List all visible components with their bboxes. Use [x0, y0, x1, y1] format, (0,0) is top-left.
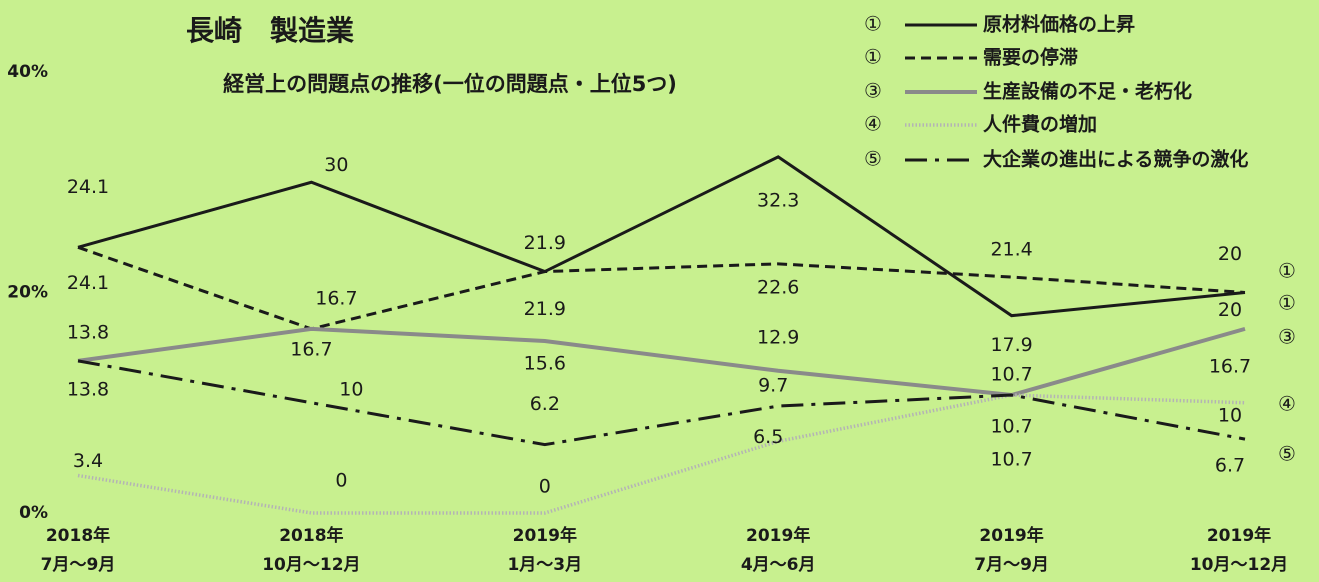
- data-label: 3.4: [73, 450, 103, 472]
- series-end-marker: ④: [1278, 392, 1296, 416]
- series-end-marker: ③: [1278, 325, 1296, 349]
- data-label: 30: [324, 154, 348, 176]
- data-label: 20: [1218, 299, 1242, 321]
- data-label: 16.7: [315, 287, 357, 309]
- x-tick-label: 2019年 7月～9月: [974, 526, 1049, 575]
- x-tick-label: 2019年 10月～12月: [1189, 526, 1289, 575]
- legend-label: 大企業の進出による競争の激化: [983, 148, 1248, 171]
- data-label: 16.7: [1209, 355, 1251, 377]
- data-label: 6.2: [530, 393, 560, 415]
- data-label: 21.4: [990, 239, 1032, 261]
- y-tick-label: 40%: [7, 62, 48, 82]
- legend-marker: ③: [864, 79, 882, 103]
- legend-label: 生産設備の不足・老朽化: [983, 80, 1192, 103]
- data-label: 10.7: [990, 364, 1032, 386]
- x-tick-label: 2019年 4月～6月: [740, 526, 816, 575]
- data-label: 32.3: [757, 189, 799, 211]
- chart-subtitle: 経営上の問題点の推移(一位の問題点・上位5つ): [223, 72, 677, 96]
- data-label: 9.7: [758, 375, 788, 397]
- data-label: 13.8: [67, 378, 109, 400]
- data-label: 24.1: [67, 272, 109, 294]
- data-label: 16.7: [290, 338, 332, 360]
- chart-title: 長崎 製造業: [186, 14, 354, 47]
- line-series: [77, 245, 1246, 331]
- line-series: [77, 326, 1246, 398]
- y-tick-label: 20%: [7, 283, 48, 303]
- data-label: 6.7: [1215, 455, 1245, 477]
- data-label: 24.1: [67, 176, 109, 198]
- x-tick-label: 2018年 10月～12月: [262, 526, 361, 575]
- data-label: 10.7: [990, 416, 1032, 438]
- series-end-marker: ①: [1278, 259, 1296, 283]
- line-series: [77, 155, 1246, 318]
- legend-marker: ①: [864, 12, 882, 36]
- legend-label: 原材料価格の上昇: [983, 13, 1135, 36]
- data-label: 0: [335, 470, 347, 492]
- data-label: 10.7: [990, 449, 1032, 471]
- line-series: [77, 393, 1246, 515]
- data-label: 17.9: [990, 334, 1032, 356]
- legend-marker: ④: [864, 112, 882, 136]
- data-label: 21.9: [524, 298, 566, 320]
- data-label: 20: [1218, 243, 1242, 265]
- x-tick-label: 2018年 7月～9月: [40, 526, 116, 575]
- legend-label: 需要の停滞: [983, 46, 1078, 69]
- data-label: 6.5: [753, 426, 783, 448]
- series-end-marker: ①: [1278, 291, 1296, 315]
- series-end-marker: ⑤: [1278, 442, 1296, 466]
- data-label: 12.9: [757, 326, 799, 348]
- data-label: 21.9: [524, 232, 566, 254]
- data-label: 13.8: [67, 321, 109, 343]
- legend-marker: ⑤: [864, 147, 882, 171]
- line-series: [77, 359, 1246, 447]
- data-label: 15.6: [524, 353, 566, 375]
- data-label: 22.6: [757, 276, 799, 298]
- data-label: 10: [339, 378, 363, 400]
- x-tick-label: 2019年 1月～3月: [507, 526, 583, 575]
- y-tick-label: 0%: [19, 503, 48, 523]
- legend-label: 人件費の増加: [983, 113, 1097, 136]
- data-label: 0: [539, 476, 551, 498]
- legend-marker: ①: [864, 45, 882, 69]
- data-label: 10: [1218, 404, 1242, 426]
